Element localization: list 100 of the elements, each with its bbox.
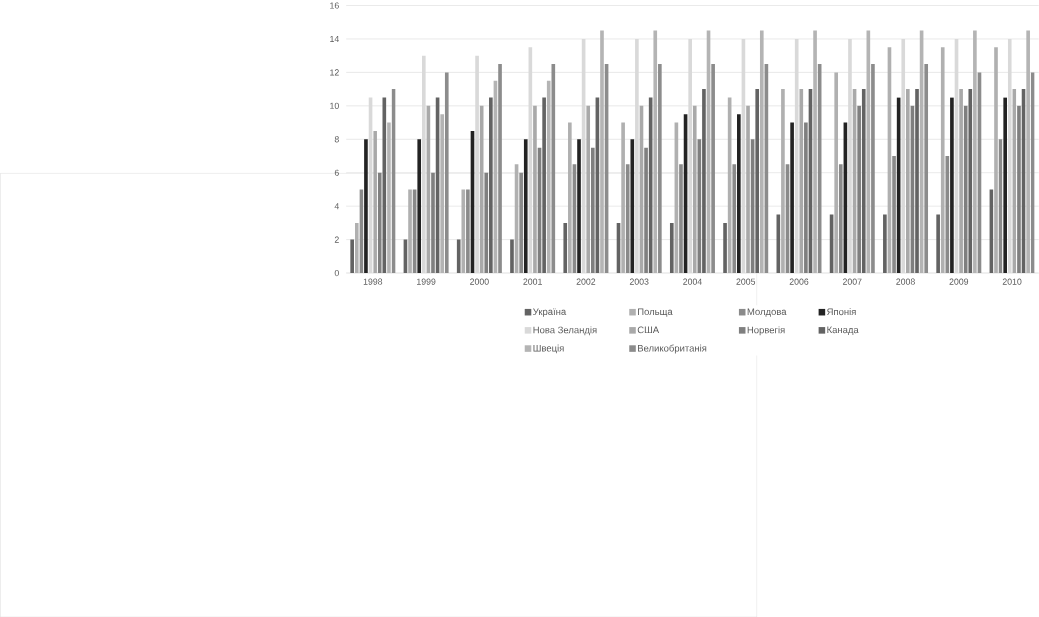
bar xyxy=(679,164,683,273)
bar xyxy=(804,122,808,273)
bar xyxy=(523,139,528,273)
bar xyxy=(382,97,387,273)
legend-label: Нова Зеландія xyxy=(533,326,597,335)
bar xyxy=(586,105,591,273)
bar xyxy=(959,88,963,273)
y-tick-label: 14 xyxy=(330,35,339,42)
bar xyxy=(915,88,919,273)
bar xyxy=(871,63,875,273)
x-tick-label: 2008 xyxy=(896,278,915,285)
bar xyxy=(906,88,910,273)
legend-label: Україна xyxy=(533,308,567,317)
bar xyxy=(630,139,635,273)
bar xyxy=(994,47,998,273)
bar xyxy=(692,105,697,273)
bar xyxy=(625,164,630,273)
legend-label: Молдова xyxy=(747,308,787,317)
bar xyxy=(781,88,785,273)
legend-label: Польща xyxy=(638,308,673,317)
bar xyxy=(533,105,537,273)
bar xyxy=(644,147,648,273)
bar xyxy=(669,222,674,273)
legend-label: Великобританія xyxy=(638,344,707,354)
bar xyxy=(963,105,968,273)
bar xyxy=(364,139,368,273)
x-tick-label: 2005 xyxy=(736,278,756,285)
bar xyxy=(711,63,715,273)
bar xyxy=(542,97,546,273)
x-tick-label: 2004 xyxy=(683,278,702,285)
bar xyxy=(1026,30,1030,273)
bar xyxy=(950,97,954,273)
bar xyxy=(489,97,493,273)
y-tick-label: 2 xyxy=(334,236,339,243)
bar xyxy=(350,239,354,273)
bar xyxy=(732,164,737,273)
legend-label: США xyxy=(637,326,660,334)
bar xyxy=(600,30,604,273)
bar xyxy=(417,139,422,273)
bar xyxy=(590,147,595,273)
bar xyxy=(466,189,470,273)
bar xyxy=(568,122,572,273)
bar xyxy=(440,114,444,273)
y-tick-label: 12 xyxy=(330,69,339,76)
legend-label: Норвегія xyxy=(747,326,785,336)
bar xyxy=(737,114,741,273)
legend-label: Канада xyxy=(827,326,859,335)
bar xyxy=(658,63,662,273)
bar xyxy=(653,30,658,273)
bar xyxy=(1003,97,1008,273)
bar xyxy=(498,63,502,273)
bar xyxy=(551,63,556,273)
bar xyxy=(755,88,760,273)
x-tick-label: 2006 xyxy=(789,278,809,285)
bar xyxy=(813,30,817,273)
y-tick-label: 8 xyxy=(334,135,339,143)
bar xyxy=(354,222,359,273)
bar xyxy=(431,172,435,273)
bar xyxy=(973,30,977,273)
bar xyxy=(746,105,750,273)
bar xyxy=(621,122,625,273)
bar xyxy=(484,172,489,273)
bar xyxy=(577,139,581,273)
x-tick-label: 1999 xyxy=(417,278,436,285)
bar xyxy=(377,172,382,273)
x-tick-label: 2009 xyxy=(949,278,969,285)
y-tick-label: 16 xyxy=(330,2,339,9)
x-tick-label: 2003 xyxy=(629,278,649,285)
x-tick-label: 2001 xyxy=(523,278,542,285)
bar xyxy=(456,239,461,273)
bar xyxy=(510,239,514,273)
bar xyxy=(936,214,940,273)
bar xyxy=(968,88,973,273)
x-tick-label: 1998 xyxy=(363,278,383,285)
bar xyxy=(461,189,466,273)
x-tick-label: 2002 xyxy=(576,278,596,285)
bar xyxy=(838,164,843,273)
bar xyxy=(940,47,945,273)
x-tick-label: 2007 xyxy=(842,278,862,285)
bar xyxy=(444,72,449,273)
bar xyxy=(883,214,887,273)
bar xyxy=(790,122,794,273)
bar xyxy=(759,30,764,273)
legend-label: Японія xyxy=(827,308,856,315)
bar xyxy=(892,155,896,273)
y-tick-label: 6 xyxy=(334,169,339,176)
bar xyxy=(1017,105,1021,273)
bar xyxy=(834,72,839,273)
y-tick-label: 4 xyxy=(334,202,339,209)
legend-label: Швеція xyxy=(533,344,564,354)
bar xyxy=(563,222,568,273)
bar xyxy=(861,88,866,273)
bar xyxy=(519,172,523,273)
x-tick-label: 2010 xyxy=(1002,278,1022,285)
bar xyxy=(924,63,929,273)
bar xyxy=(546,80,551,273)
bar xyxy=(799,88,804,273)
bar xyxy=(702,88,706,273)
bar xyxy=(723,222,727,273)
y-tick-label: 10 xyxy=(330,102,339,109)
